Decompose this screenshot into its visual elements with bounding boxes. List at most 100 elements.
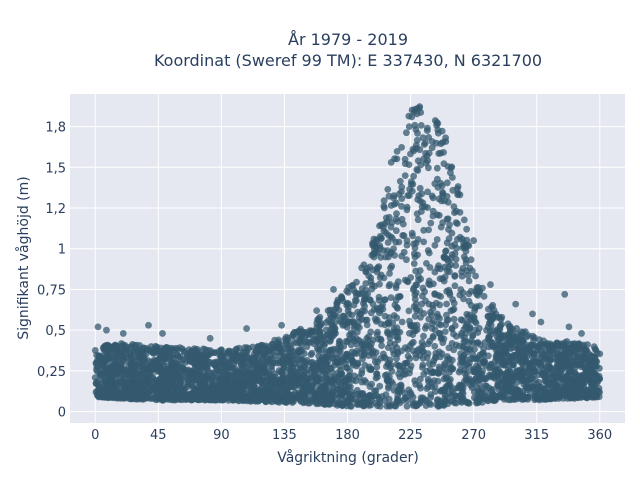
data-point: [301, 367, 309, 375]
data-point: [416, 381, 423, 389]
data-point: [195, 350, 203, 358]
data-point: [349, 361, 357, 369]
y-tick-label: 0,25: [37, 365, 66, 380]
data-point: [517, 356, 525, 363]
data-point: [431, 291, 439, 298]
data-point: [229, 348, 236, 356]
data-point: [405, 386, 413, 394]
data-point: [322, 390, 329, 397]
data-point: [426, 366, 434, 373]
data-point: [139, 368, 147, 375]
data-point: [180, 365, 188, 373]
data-point: [355, 318, 363, 326]
data-point: [408, 229, 416, 237]
data-point: [435, 402, 443, 409]
data-point: [424, 247, 432, 254]
data-point: [353, 386, 361, 394]
data-point: [268, 398, 276, 406]
data-point: [324, 307, 332, 314]
data-point: [194, 358, 202, 365]
data-point: [224, 359, 231, 367]
data-point: [284, 341, 292, 349]
data-point: [266, 369, 273, 377]
data-point: [451, 322, 459, 329]
data-point: [343, 323, 351, 331]
data-point: [376, 309, 383, 317]
data-point: [106, 354, 114, 362]
data-point: [382, 253, 389, 261]
data-point: [427, 393, 435, 401]
data-point: [345, 284, 353, 291]
data-point: [327, 378, 334, 386]
x-tick-label: 90: [213, 428, 230, 443]
data-point: [297, 396, 304, 404]
data-point: [480, 292, 488, 300]
data-point: [123, 379, 130, 387]
data-point: [296, 334, 303, 342]
data-point: [243, 357, 251, 365]
data-point: [398, 144, 405, 151]
data-point: [307, 351, 315, 358]
data-point: [443, 267, 451, 275]
data-point: [242, 363, 249, 371]
data-point: [281, 398, 289, 406]
data-point: [376, 274, 384, 281]
data-point: [431, 342, 439, 350]
data-point: [440, 335, 448, 343]
data-point: [400, 232, 408, 240]
data-point: [210, 359, 218, 366]
y-tick-label: 1: [58, 243, 66, 258]
data-point: [513, 386, 521, 394]
outlier-point: [565, 323, 573, 331]
data-point: [549, 342, 557, 350]
data-point: [557, 340, 565, 348]
data-point: [232, 390, 240, 398]
data-point: [412, 281, 420, 289]
outlier-point: [119, 330, 127, 337]
data-point: [161, 374, 169, 382]
data-point: [447, 164, 455, 172]
data-point: [458, 235, 466, 243]
data-point: [449, 296, 456, 303]
y-tick-label: 1,8: [45, 121, 66, 136]
data-point: [344, 307, 352, 315]
data-point: [420, 226, 428, 234]
data-point: [467, 337, 475, 345]
data-point: [437, 293, 445, 300]
data-point: [476, 325, 483, 332]
data-point: [210, 369, 218, 377]
data-point: [393, 304, 401, 311]
data-point: [376, 280, 383, 288]
data-point: [384, 186, 392, 193]
data-point: [278, 348, 286, 356]
data-point: [442, 374, 450, 382]
data-point: [441, 273, 449, 281]
data-point: [98, 381, 106, 388]
data-point: [310, 340, 318, 348]
data-point: [363, 265, 371, 273]
data-point: [389, 319, 397, 327]
data-point: [450, 315, 458, 323]
data-point: [334, 298, 341, 306]
data-point: [235, 397, 243, 405]
data-point: [167, 393, 175, 400]
data-point: [516, 341, 524, 349]
data-point: [200, 345, 207, 353]
data-point: [425, 280, 432, 288]
data-point: [420, 310, 428, 317]
data-point: [424, 188, 431, 196]
data-point: [401, 155, 409, 163]
data-point: [410, 108, 418, 116]
data-point: [596, 350, 604, 358]
data-point: [384, 319, 392, 327]
data-point: [401, 344, 409, 352]
data-point: [437, 265, 444, 273]
outlier-point: [206, 334, 214, 342]
data-point: [453, 244, 460, 252]
data-point: [299, 381, 307, 389]
data-point: [493, 333, 501, 341]
data-point: [425, 378, 432, 385]
data-point: [121, 366, 129, 374]
data-point: [169, 354, 177, 361]
data-point: [487, 363, 494, 371]
